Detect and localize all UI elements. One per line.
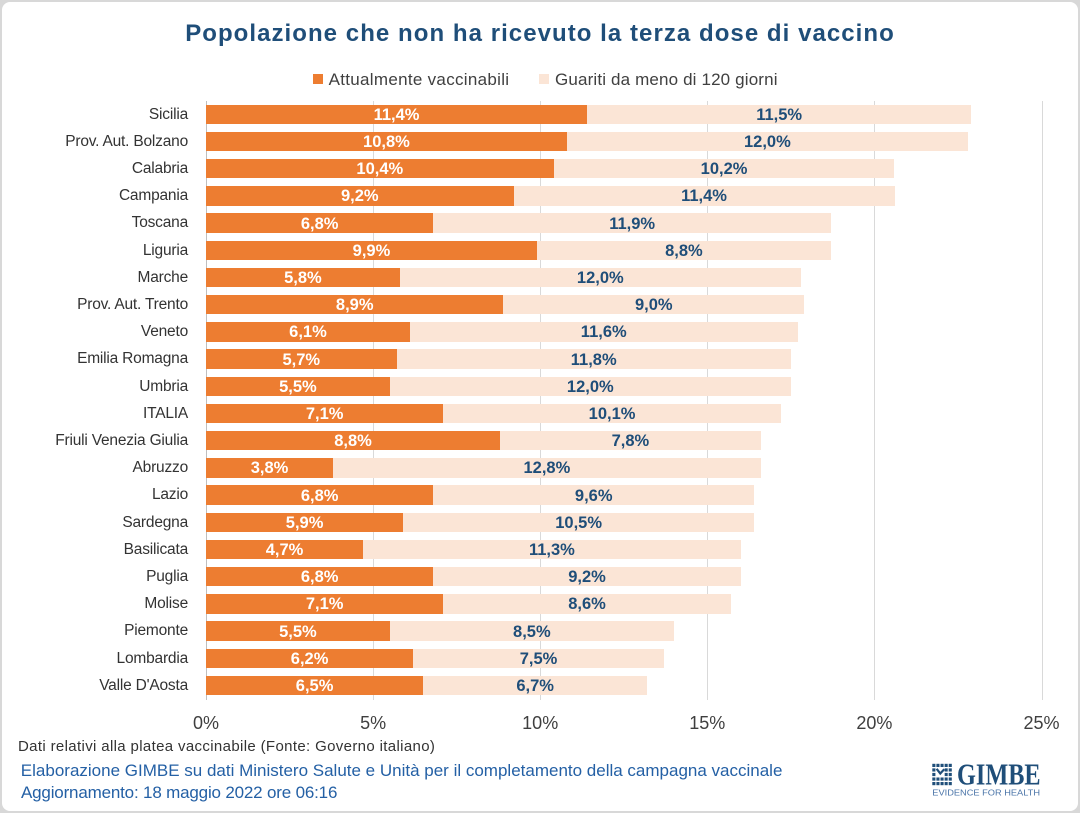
- svg-text:GIMBE: GIMBE: [957, 762, 1041, 792]
- svg-text:EVIDENCE FOR HEALTH: EVIDENCE FOR HEALTH: [932, 788, 1040, 798]
